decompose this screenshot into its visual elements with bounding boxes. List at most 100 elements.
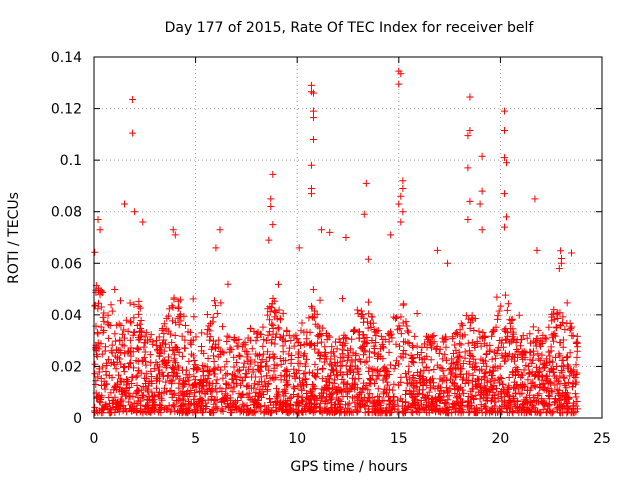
data-point: [120, 326, 128, 334]
data-point: [403, 406, 411, 414]
data-point: [478, 226, 486, 234]
data-point: [152, 384, 160, 392]
data-point: [283, 328, 291, 336]
data-point: [277, 360, 285, 368]
data-point: [125, 398, 133, 406]
data-point: [235, 351, 243, 359]
data-point: [550, 306, 558, 314]
data-point: [171, 231, 179, 239]
data-point: [400, 346, 408, 354]
data-point: [450, 400, 458, 408]
data-point: [137, 369, 145, 377]
data-point: [222, 385, 230, 393]
data-point: [514, 404, 522, 412]
data-point: [332, 338, 340, 346]
data-point: [307, 81, 315, 89]
data-point: [361, 338, 369, 346]
data-point: [466, 407, 474, 415]
data-point: [206, 367, 214, 375]
data-point: [190, 357, 198, 365]
data-point: [380, 363, 388, 371]
data-point: [342, 234, 350, 241]
data-point: [247, 356, 255, 364]
data-point: [405, 328, 413, 336]
data-point: [93, 329, 101, 337]
data-point: [505, 409, 513, 417]
data-point: [241, 341, 249, 349]
data-point: [429, 400, 437, 408]
data-point: [210, 297, 218, 305]
data-point: [251, 358, 259, 366]
data-point: [543, 409, 551, 417]
data-point: [354, 396, 362, 404]
data-point: [493, 350, 501, 358]
data-point: [298, 319, 306, 327]
data-point: [490, 327, 498, 335]
data-point: [531, 383, 539, 391]
data-point: [460, 389, 468, 397]
data-point: [486, 368, 494, 376]
data-point: [308, 392, 316, 400]
data-point: [532, 342, 540, 350]
data-point: [497, 387, 505, 395]
data-point: [339, 393, 347, 401]
data-point: [363, 357, 371, 365]
data-point: [508, 316, 516, 324]
data-point: [281, 337, 289, 345]
data-point: [254, 381, 262, 389]
data-point: [439, 338, 447, 346]
data-point: [166, 387, 174, 395]
data-point: [151, 400, 159, 408]
data-point: [181, 344, 189, 352]
data-point: [494, 395, 502, 403]
data-point: [256, 330, 264, 338]
data-point: [362, 402, 370, 410]
data-point: [518, 389, 526, 397]
data-point: [365, 353, 373, 361]
data-point: [380, 397, 388, 405]
data-point: [380, 344, 388, 352]
data-point: [156, 370, 164, 378]
data-point: [135, 397, 143, 405]
data-point: [316, 407, 324, 415]
data-point: [404, 327, 412, 335]
data-point: [399, 350, 407, 358]
data-point: [306, 399, 314, 407]
data-point: [294, 350, 302, 358]
data-point: [563, 354, 571, 362]
data-point: [519, 332, 527, 340]
data-point: [269, 221, 277, 229]
data-point: [124, 377, 132, 385]
data-point: [175, 379, 183, 387]
data-point: [274, 280, 282, 288]
data-point: [187, 387, 195, 395]
data-point: [430, 366, 438, 374]
data-point: [137, 316, 145, 324]
data-point: [297, 397, 305, 405]
data-point: [344, 346, 352, 354]
x-tick-label: 15: [390, 431, 408, 447]
data-point: [104, 321, 112, 329]
data-point: [404, 368, 412, 376]
data-point: [527, 339, 535, 347]
data-point: [97, 303, 105, 311]
data-point: [155, 333, 163, 341]
data-point: [113, 321, 121, 329]
data-point: [340, 353, 348, 361]
data-point: [461, 331, 469, 339]
data-point: [410, 387, 418, 395]
data-point: [94, 215, 102, 223]
data-point: [549, 368, 557, 376]
data-point: [113, 403, 121, 411]
data-point: [174, 314, 182, 322]
data-point: [473, 383, 481, 391]
data-point: [166, 330, 174, 338]
data-point: [102, 367, 110, 375]
data-point: [550, 399, 558, 407]
data-point: [190, 401, 198, 409]
data-point: [203, 388, 211, 396]
data-point: [367, 375, 375, 383]
data-point: [505, 399, 513, 407]
data-point: [269, 401, 277, 409]
data-point: [206, 408, 214, 416]
